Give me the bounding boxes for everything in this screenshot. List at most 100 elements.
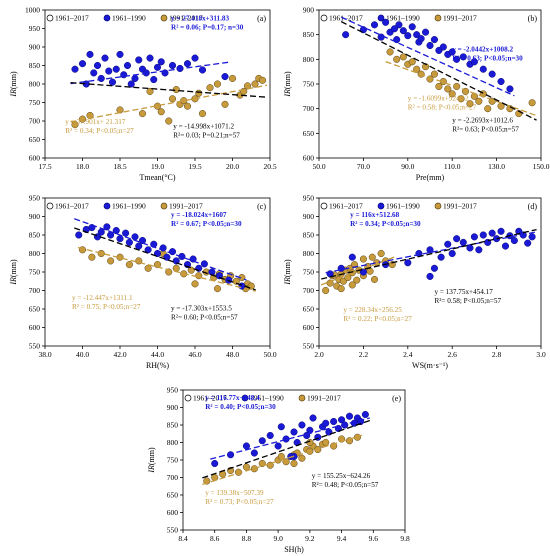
y-axis-label: IR(mm) — [9, 71, 18, 98]
point-1961-1990 — [127, 80, 135, 88]
y-tick-label: 750 — [303, 80, 315, 89]
point-1991-2017 — [528, 99, 536, 107]
point-1961-1990 — [116, 50, 124, 58]
point-1991-2017 — [298, 454, 306, 462]
y-tick-label: 650 — [167, 491, 179, 500]
y-tick-label: 950 — [29, 194, 41, 203]
x-tick-label: 48.0 — [226, 350, 239, 359]
point-1961-1990 — [444, 240, 452, 248]
point-1991-2017 — [97, 249, 105, 258]
point-1991-2017 — [359, 255, 367, 263]
x-tick-label: 18.5 — [113, 162, 126, 171]
point-1961-1990 — [125, 238, 133, 246]
point-1991-2017 — [232, 277, 240, 285]
y-tick-label: 700 — [29, 117, 41, 126]
point-1961-1990 — [183, 60, 192, 68]
point-1991-2017 — [368, 253, 376, 261]
point-1961-1990 — [116, 235, 124, 243]
y-tick-label: 900 — [303, 212, 315, 221]
equation-line: R²= 0.48; P<0.05;n=57 — [312, 481, 379, 489]
legend-entry: 1991–2017 — [169, 202, 203, 211]
point-1961-1990 — [215, 272, 223, 280]
point-1991-2017 — [258, 76, 267, 84]
point-1961-1990 — [322, 419, 330, 427]
point-1961-1990 — [470, 233, 478, 241]
y-tick-label: 650 — [29, 305, 41, 314]
y-tick-label: 600 — [303, 154, 315, 163]
point-1961-1990 — [274, 442, 282, 450]
legend-marker — [184, 394, 192, 402]
legend-marker — [241, 394, 249, 402]
x-axis-label: WS(m·s⁻¹) — [412, 361, 448, 370]
x-tick-label: 20.5 — [263, 162, 276, 171]
point-1991-2017 — [168, 95, 177, 103]
y-tick-label: 700 — [167, 473, 179, 482]
legend-marker — [103, 14, 111, 22]
legend-marker — [46, 202, 54, 210]
y-tick-label: 950 — [303, 194, 315, 203]
point-1961-1990 — [395, 21, 403, 29]
trend-1961-2017 — [74, 227, 256, 291]
series-points — [75, 223, 255, 293]
legend-entry: 1961–1990 — [112, 14, 146, 23]
legend-entry: 1961–2017 — [55, 202, 89, 211]
y-tick-label: 800 — [167, 438, 179, 447]
point-1991-2017 — [435, 82, 443, 91]
equation-1961-2017: y = -17.303x+1553.5R²= 0.60; P<0.05;n=57 — [171, 304, 238, 321]
x-tick-label: 130.0 — [488, 162, 505, 171]
legend-marker — [320, 14, 328, 22]
point-1961-1990 — [510, 237, 518, 245]
point-1961-1990 — [408, 23, 416, 31]
point-1961-1990 — [298, 421, 306, 429]
point-1961-1990 — [75, 231, 83, 239]
point-1961-1990 — [345, 412, 354, 420]
legend-entry: 1991–2017 — [443, 202, 477, 211]
point-1961-1990 — [399, 27, 407, 35]
point-1991-2017 — [448, 90, 456, 98]
equation-line: y = 228.34x+256.25 — [343, 306, 402, 314]
x-axis-label: SH(h) — [284, 545, 304, 554]
point-1961-1990 — [348, 253, 356, 261]
point-1961-1990 — [86, 50, 94, 58]
point-1991-2017 — [125, 261, 133, 269]
legend-entry: 1961–1990 — [112, 202, 146, 211]
point-1991-2017 — [393, 55, 401, 63]
point-1961-1990 — [250, 449, 258, 457]
point-1961-1990 — [266, 431, 274, 440]
point-1991-2017 — [138, 110, 147, 118]
panel-e: 8.4 8.6 8.8 9.0 9.2 9.4 9.6 9.8 550 600 650 700 750 8… — [147, 386, 410, 555]
legend: 1961–2017 1961–1990 1991–2017 — [320, 202, 477, 211]
point-1991-2017 — [506, 105, 514, 113]
point-1991-2017 — [475, 97, 483, 105]
point-1961-1990 — [330, 417, 338, 426]
point-1961-1990 — [390, 25, 399, 33]
legend-entry: 1991–2017 — [169, 14, 203, 23]
trend-1961-1990 — [74, 218, 247, 281]
legend-marker — [298, 394, 306, 402]
point-1961-1990 — [138, 237, 147, 245]
y-tick-label: 800 — [29, 249, 41, 258]
legend-entry: 1961–1990 — [386, 14, 420, 23]
y-tick-label: 850 — [29, 61, 41, 70]
point-1961-1990 — [528, 233, 536, 241]
x-tick-label: 2.8 — [492, 350, 502, 359]
series-points — [322, 227, 536, 295]
point-1961-1990 — [497, 77, 505, 86]
point-1991-2017 — [213, 285, 222, 293]
panel-b: 50.0 70.0 90.0 110.0 130.0 150.0 600 650 700 750 8… — [283, 6, 550, 183]
point-1991-2017 — [144, 264, 152, 272]
point-1961-1990 — [306, 426, 314, 434]
x-tick-label: 19.5 — [188, 162, 201, 171]
equation-line: y = 137.75x+454.17 — [434, 288, 493, 296]
x-tick-label: 50.0 — [263, 350, 276, 359]
x-tick-label: 19.0 — [151, 162, 164, 171]
point-1961-1990 — [146, 54, 154, 62]
y-axis-label: IR(mm) — [147, 447, 156, 474]
trend-1961-1990 — [340, 16, 515, 97]
point-1961-1990 — [404, 32, 412, 40]
point-1961-1990 — [71, 65, 79, 73]
